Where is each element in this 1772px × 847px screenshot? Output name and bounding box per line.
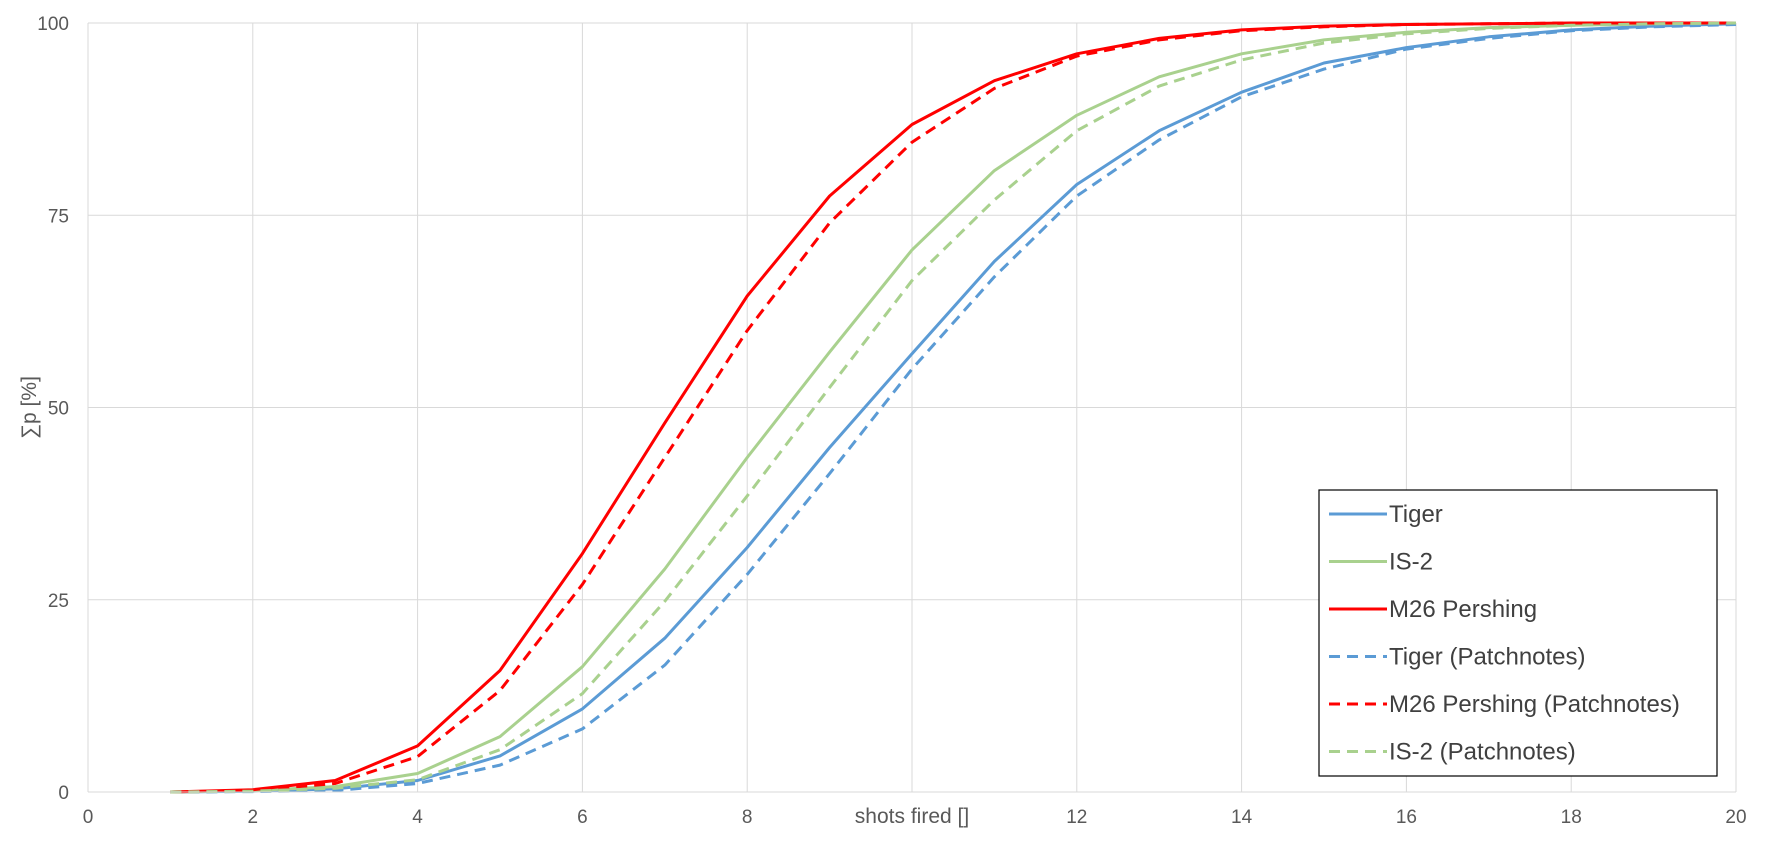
series-line-3 <box>170 21 1736 794</box>
legend-label-4: Tiger (Patchnotes) <box>1389 644 1586 671</box>
legend-label-1: Tiger <box>1389 501 1443 528</box>
legend-label-3: M26 Pershing <box>1389 596 1537 623</box>
series-line-6 <box>170 21 1737 794</box>
series-line-4 <box>170 23 1737 794</box>
legend-box <box>1318 489 1718 777</box>
y-tick-label: 25 <box>48 591 69 612</box>
legend-label-6: IS-2 (Patchnotes) <box>1389 739 1576 766</box>
x-tick-label: 2 <box>248 807 259 828</box>
x-tick-label: 14 <box>1231 807 1253 828</box>
x-tick-label: 20 <box>1725 807 1746 828</box>
y-tick-label: 100 <box>37 14 69 35</box>
x-tick-label: 8 <box>742 807 753 828</box>
series-lines <box>170 21 1737 794</box>
x-tick-label: 18 <box>1561 807 1582 828</box>
legend: Tiger IS-2 M26 Pershing Tiger (Patchnotes) M… <box>1318 489 1718 777</box>
x-tick-label: 0 <box>83 807 94 828</box>
y-tick-label: 50 <box>48 399 69 420</box>
x-tick-label: 12 <box>1066 807 1087 828</box>
x-tick-label: 4 <box>412 807 423 828</box>
legend-label-2: IS-2 <box>1389 549 1433 576</box>
y-axis-title: ∑p [%] <box>18 376 41 439</box>
y-tick-label: 75 <box>48 206 69 227</box>
y-tick-label: 0 <box>58 783 69 804</box>
series-line-1 <box>170 22 1737 794</box>
x-tick-label: 6 <box>577 807 588 828</box>
axes: 0 25 50 75 100 0 2 4 6 8 12 14 16 18 20 shots fired [] ∑… <box>18 14 1747 828</box>
x-tick-label: 16 <box>1396 807 1417 828</box>
x-axis-title: shots fired [] <box>855 805 969 828</box>
legend-label-5: M26 Pershing (Patchnotes) <box>1389 691 1680 718</box>
